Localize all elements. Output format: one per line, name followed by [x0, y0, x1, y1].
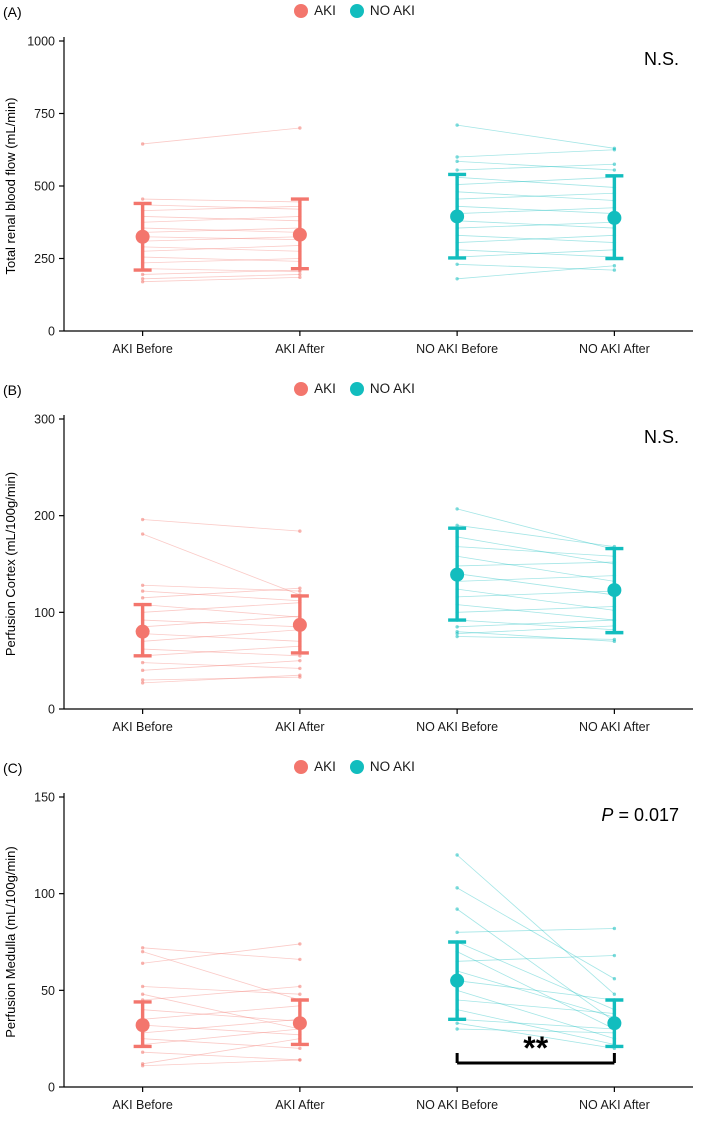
no-aki-dot-icon — [349, 381, 364, 396]
svg-text:300: 300 — [34, 413, 55, 427]
plot-perfusion-cortex: 0 100 200 300 AKI Before AKI After NO AKI Befo… — [3, 413, 693, 734]
no-aki-dot-icon — [349, 3, 364, 18]
legend-label-no-aki: NO AKI — [369, 381, 415, 396]
legend-item-no-aki: NO AKI — [349, 3, 415, 18]
aki-dot-icon — [294, 3, 309, 18]
plot-perfusion-medulla: 0 50 100 150 AKI Before AKI After NO AKI Befor… — [3, 791, 693, 1112]
legend-item-no-aki: NO AKI — [349, 381, 415, 396]
svg-text:**: ** — [523, 1030, 548, 1066]
svg-text:750: 750 — [34, 107, 55, 121]
svg-text:100: 100 — [34, 887, 55, 901]
legend-label-no-aki: NO AKI — [369, 3, 415, 18]
legend-label-no-aki: NO AKI — [369, 759, 415, 774]
svg-text:Total renal blood flow (mL/min: Total renal blood flow (mL/min) — [3, 97, 18, 274]
svg-text:N.S.: N.S. — [644, 49, 679, 69]
svg-text:NO AKI After: NO AKI After — [579, 720, 650, 734]
svg-text:0: 0 — [48, 1081, 55, 1095]
legend-item-aki: AKI — [294, 759, 336, 774]
svg-text:150: 150 — [34, 791, 55, 805]
legend-label-aki: AKI — [314, 759, 336, 774]
svg-text:250: 250 — [34, 252, 55, 266]
panel-c: (C) AKI NO AKI 0 50 100 150 AKI Before AKI Af… — [0, 756, 709, 1134]
svg-text:Perfusion Cortex (mL/100g/min): Perfusion Cortex (mL/100g/min) — [3, 472, 18, 656]
svg-text:AKI Before: AKI Before — [112, 342, 172, 356]
svg-text:AKI Before: AKI Before — [112, 720, 172, 734]
svg-text:NO AKI Before: NO AKI Before — [416, 342, 498, 356]
svg-text:0: 0 — [48, 703, 55, 717]
svg-text:NO AKI Before: NO AKI Before — [416, 720, 498, 734]
svg-text:200: 200 — [34, 509, 55, 523]
legend-label-aki: AKI — [314, 381, 336, 396]
plot-total-renal-blood-flow: 0 250 500 750 1000 AKI Before AKI After NO AKI … — [3, 35, 693, 356]
aki-dot-icon — [294, 381, 309, 396]
svg-text:500: 500 — [34, 180, 55, 194]
legend-label-aki: AKI — [314, 3, 336, 18]
svg-text:100: 100 — [34, 606, 55, 620]
svg-text:AKI After: AKI After — [275, 1098, 324, 1112]
no-aki-dot-icon — [349, 759, 364, 774]
panel-label-b: (B) — [3, 382, 22, 398]
svg-text:N.S.: N.S. — [644, 427, 679, 447]
panel-label-c: (C) — [3, 760, 23, 776]
svg-text:AKI After: AKI After — [275, 720, 324, 734]
svg-text:50: 50 — [41, 984, 55, 998]
panel-b: (B) AKI NO AKI 0 100 200 300 AKI Before AKI A… — [0, 378, 709, 756]
svg-text:1000: 1000 — [27, 35, 55, 49]
svg-text:Perfusion Medulla (mL/100g/min: Perfusion Medulla (mL/100g/min) — [3, 846, 18, 1037]
svg-text:NO AKI Before: NO AKI Before — [416, 1098, 498, 1112]
legend-b: AKI NO AKI — [0, 381, 709, 396]
svg-text:AKI After: AKI After — [275, 342, 324, 356]
svg-text:NO AKI After: NO AKI After — [579, 1098, 650, 1112]
legend-c: AKI NO AKI — [0, 759, 709, 774]
svg-text:0: 0 — [48, 325, 55, 339]
legend-item-aki: AKI — [294, 3, 336, 18]
panel-a: (A) AKI NO AKI 0 250 500 750 1000 AKI Before A… — [0, 0, 709, 378]
legend-item-no-aki: NO AKI — [349, 759, 415, 774]
legend-a: AKI NO AKI — [0, 3, 709, 18]
panel-label-a: (A) — [3, 4, 22, 20]
aki-dot-icon — [294, 759, 309, 774]
svg-text:P = 0.017: P = 0.017 — [601, 805, 679, 825]
svg-text:AKI Before: AKI Before — [112, 1098, 172, 1112]
legend-item-aki: AKI — [294, 381, 336, 396]
svg-text:NO AKI After: NO AKI After — [579, 342, 650, 356]
